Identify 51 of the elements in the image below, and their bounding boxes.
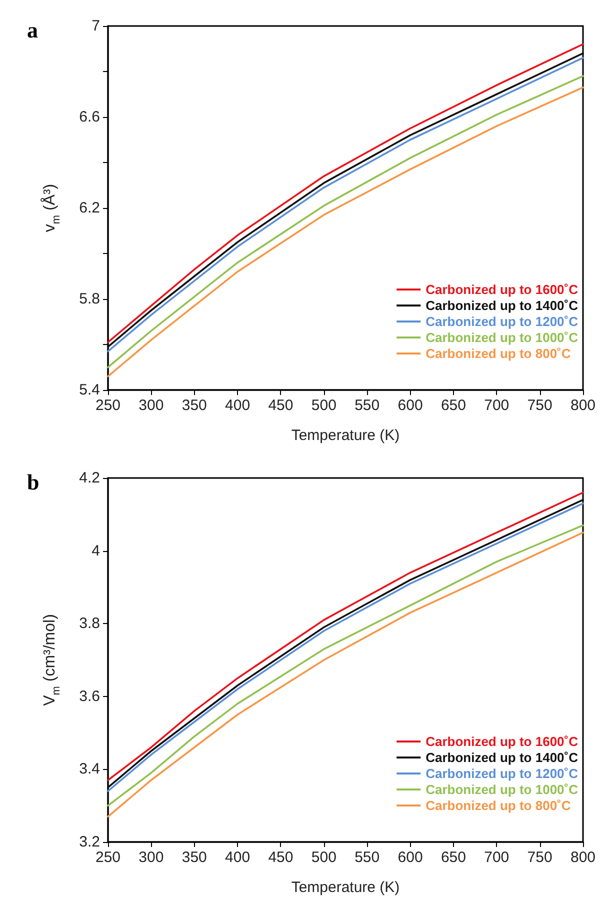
x-tick-label: 350 <box>182 849 207 866</box>
x-tick-label: 750 <box>527 849 552 866</box>
x-tick-label: 650 <box>440 397 466 414</box>
x-tick-label: 600 <box>398 849 423 866</box>
legend-label: Carbonized up to 1600˚C <box>426 734 579 749</box>
x-tick-label: 500 <box>311 397 336 414</box>
x-tick-label: 650 <box>440 849 466 866</box>
y-tick-label: 3.2 <box>79 834 100 850</box>
x-axis-title: Temperature (K) <box>291 879 400 896</box>
x-tick-label: 400 <box>225 849 250 866</box>
legend-label: Carbonized up to 1400˚C <box>426 298 579 313</box>
x-axis-title: Temperature (K) <box>291 427 400 444</box>
x-tick-label: 300 <box>138 397 164 414</box>
y-axis-title: vm (Å³) <box>40 184 62 232</box>
legend-label: Carbonized up to 1200˚C <box>426 766 579 781</box>
legend-label: Carbonized up to 1200˚C <box>426 314 579 329</box>
x-tick-label: 450 <box>268 397 294 414</box>
y-tick-label: 3.8 <box>79 615 100 632</box>
x-tick-label: 250 <box>95 849 121 866</box>
legend-label: Carbonized up to 1000˚C <box>426 782 579 797</box>
y-tick-label: 4 <box>92 542 100 560</box>
legend-label: Carbonized up to 1000˚C <box>426 330 579 345</box>
legend-label: Carbonized up to 800˚C <box>426 346 572 361</box>
x-tick-label: 700 <box>484 849 510 866</box>
y-tick-label: 3.6 <box>79 688 100 705</box>
x-tick-label: 250 <box>95 397 121 414</box>
x-tick-label: 350 <box>182 397 207 414</box>
y-tick-label: 7 <box>92 18 100 34</box>
chart-title: a <box>27 18 38 42</box>
y-axis-title: Vm (cm³/mol) <box>42 614 62 706</box>
x-tick-label: 600 <box>398 397 423 414</box>
y-tick-label: 6.6 <box>79 108 100 126</box>
x-tick-label: 550 <box>354 397 380 414</box>
x-tick-label: 500 <box>311 849 336 866</box>
x-tick-label: 300 <box>138 849 164 866</box>
x-tick-label: 800 <box>570 397 596 414</box>
legend-label: Carbonized up to 1400˚C <box>426 750 579 765</box>
legend-label: Carbonized up to 800˚C <box>426 798 572 813</box>
chart-title: b <box>27 470 40 494</box>
x-tick-label: 750 <box>527 397 552 414</box>
y-tick-label: 4.2 <box>79 470 100 486</box>
y-tick-label: 3.4 <box>79 760 100 778</box>
x-tick-label: 400 <box>225 397 250 414</box>
x-tick-label: 700 <box>484 397 510 414</box>
x-tick-label: 550 <box>354 849 380 866</box>
y-tick-label: 5.8 <box>79 290 100 308</box>
y-tick-label: 6.2 <box>79 200 100 216</box>
legend-label: Carbonized up to 1600˚C <box>426 282 579 297</box>
x-tick-label: 800 <box>570 849 596 866</box>
y-tick-label: 5.4 <box>79 382 100 398</box>
x-tick-label: 450 <box>268 849 294 866</box>
